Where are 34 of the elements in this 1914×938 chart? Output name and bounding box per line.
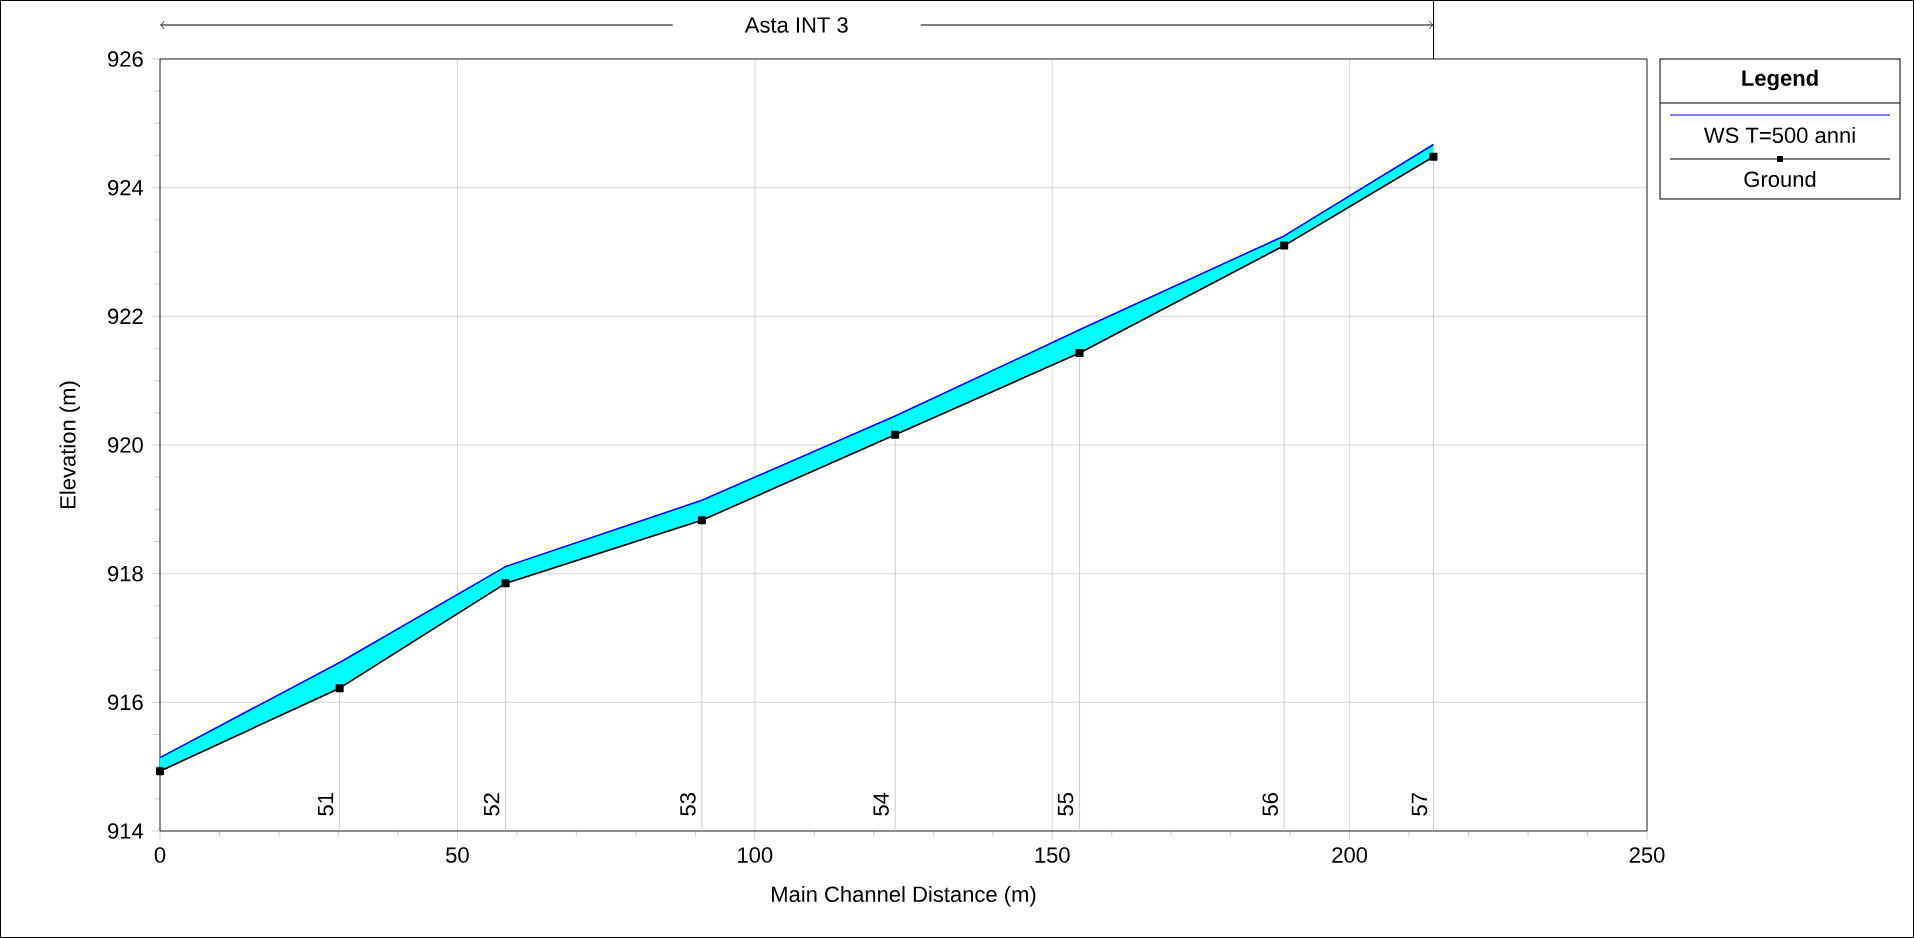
legend-title: Legend (1742, 69, 1818, 91)
x-tick-label: 50 (446, 847, 469, 863)
y-tick-label: 914 (108, 823, 144, 839)
legend-label: Ground (1744, 170, 1816, 188)
x-tick-label: 200 (1332, 847, 1368, 863)
text: WS T=500 anni (1703, 126, 1855, 144)
y-tick-label: 926 (108, 51, 143, 67)
point (335, 684, 344, 693)
point (501, 579, 510, 588)
y-tick-label: 918 (108, 565, 143, 582)
point (1075, 349, 1084, 357)
x-tick-label: 0 (154, 847, 166, 863)
x-tick-label: 150 (1035, 847, 1070, 863)
y-tick-label: 922 (108, 308, 143, 325)
point (1280, 241, 1289, 250)
annotation: 51 (317, 793, 334, 816)
x-tick-label: 100 (738, 847, 773, 863)
y-tick-label: 916 (108, 694, 143, 711)
chart-title: Asta INT 3 (744, 17, 848, 33)
annotation: 54 (873, 792, 889, 816)
y-tick-label: 924 (108, 179, 144, 196)
annotation: 56 (1262, 793, 1278, 816)
annotation: 57 (1411, 793, 1428, 816)
point (1429, 152, 1438, 161)
point (891, 430, 900, 439)
point (156, 767, 165, 776)
annotation: 55 (1057, 793, 1074, 816)
point (697, 516, 706, 525)
x-tick-label: 250 (1629, 847, 1665, 863)
y-axis-title: Elevation (m) (59, 381, 80, 508)
annotation: 53 (680, 793, 696, 816)
y-tick-label: 920 (108, 437, 143, 453)
annotation: 52 (483, 793, 500, 816)
x-axis-title: Main Channel Distance (m) (772, 885, 1036, 907)
